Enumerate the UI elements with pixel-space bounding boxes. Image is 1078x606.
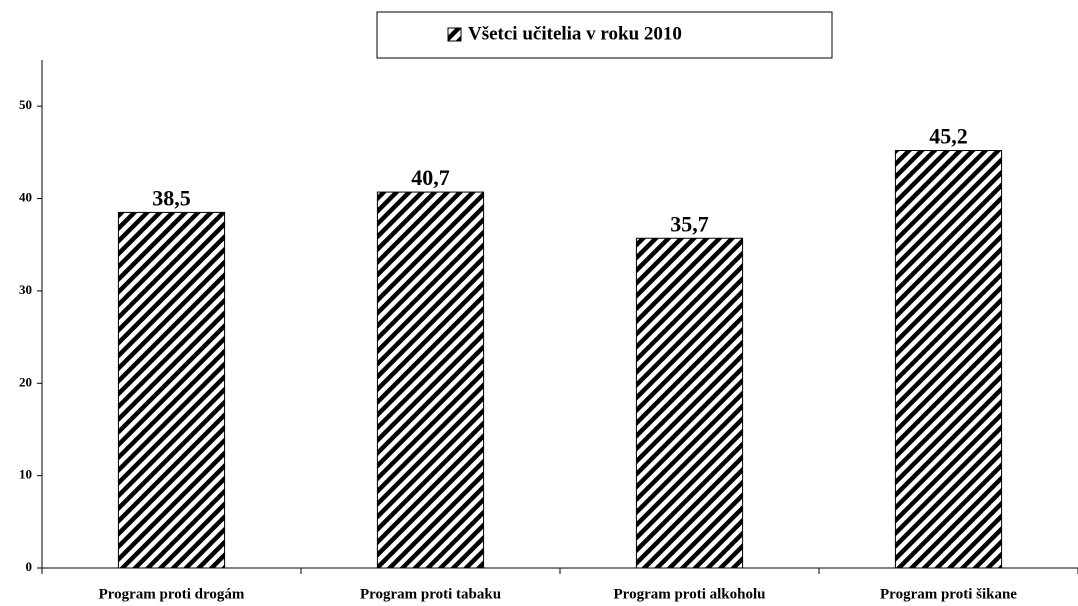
y-tick-label: 30 [19,282,32,297]
value-label: 45,2 [929,124,968,149]
bar [635,237,744,569]
value-label: 40,7 [411,165,450,190]
y-tick-label: 50 [19,97,32,112]
x-tick-label: Program proti drogám [99,586,245,602]
bar [376,191,485,569]
y-tick-label: 10 [19,467,32,482]
y-tick-label: 20 [19,374,32,389]
legend-swatch [447,27,462,42]
legend-label: Všetci učitelia v roku 2010 [468,23,682,44]
x-tick-label: Program proti alkoholu [614,586,766,602]
bar [894,150,1003,569]
bar [117,211,226,569]
y-tick-label: 40 [19,190,32,205]
value-label: 35,7 [670,211,709,236]
value-label: 38,5 [152,185,191,210]
y-tick-label: 0 [26,559,33,574]
x-tick-label: Program proti šikane [880,586,1017,602]
x-tick-label: Program proti tabaku [360,586,501,602]
